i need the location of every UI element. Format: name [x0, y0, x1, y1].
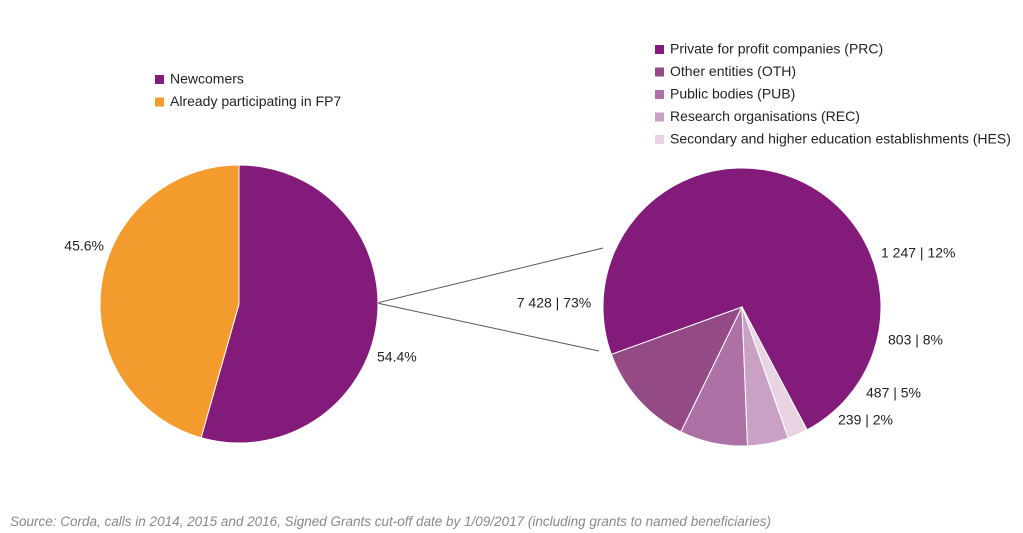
data-label-public-bodies: 803 | 8% — [888, 332, 943, 348]
pie-organisation-type-slices — [602, 167, 882, 447]
legend-label-secondary-and-higher-education-establishments: Secondary and higher education establish… — [670, 131, 1011, 147]
connector-line-lower — [376, 302, 600, 352]
data-label-research-organisations: 487 | 5% — [866, 385, 921, 401]
legend-swatch-secondary-and-higher-education-establishments — [655, 135, 664, 144]
pie-slice-secondary-and-higher-education-establishments — [741, 306, 808, 439]
data-label-private-for-profit-companies: 7 428 | 73% — [517, 295, 591, 311]
source-footnote: Source: Corda, calls in 2014, 2015 and 2… — [10, 514, 771, 529]
pie-organisation-type-data-labels: 7 428 | 73% 1 247 | 12% 803 | 8% 487 | 5% 23… — [517, 245, 956, 428]
pie-slice-newcomers — [200, 164, 379, 444]
pie-slice-other-entities — [610, 306, 743, 433]
data-label-secondary-and-higher-education-establishments: 239 | 2% — [838, 412, 893, 428]
data-label-other-entities: 1 247 | 12% — [881, 245, 955, 261]
pie-slice-already-participating-in-fp7 — [99, 164, 240, 439]
connector-line-upper — [376, 247, 604, 304]
pie-slice-private-for-profit-companies — [602, 167, 882, 431]
data-label-already-participating-in-fp7: 45.6% — [64, 238, 104, 254]
legend-label-public-bodies: Public bodies (PUB) — [670, 86, 795, 102]
pie-newcomers-data-labels: 54.4% 45.6% — [64, 238, 416, 365]
legend-swatch-private-for-profit-companies — [655, 45, 664, 54]
legend-swatch-other-entities — [655, 67, 664, 77]
connector-lines — [376, 247, 604, 352]
pie-organisation-type-legend: Private for profit companies (PRC) Other … — [655, 41, 1011, 147]
legend-label-already-participating-in-fp7: Already participating in FP7 — [170, 93, 341, 109]
data-label-newcomers: 54.4% — [377, 349, 417, 365]
legend-label-research-organisations: Research organisations (REC) — [670, 108, 860, 124]
legend-label-newcomers: Newcomers — [170, 71, 244, 87]
legend-label-private-for-profit-companies: Private for profit companies (PRC) — [670, 41, 883, 57]
legend-swatch-newcomers — [155, 75, 164, 84]
legend-swatch-public-bodies — [655, 90, 664, 99]
legend-label-other-entities: Other entities (OTH) — [670, 63, 796, 79]
pie-newcomers-slices — [99, 164, 379, 444]
legend-swatch-already-participating-in-fp7 — [155, 97, 164, 107]
legend-swatch-research-organisations — [655, 112, 664, 122]
pie-newcomers-legend: Newcomers Already participating in FP7 — [155, 71, 341, 109]
